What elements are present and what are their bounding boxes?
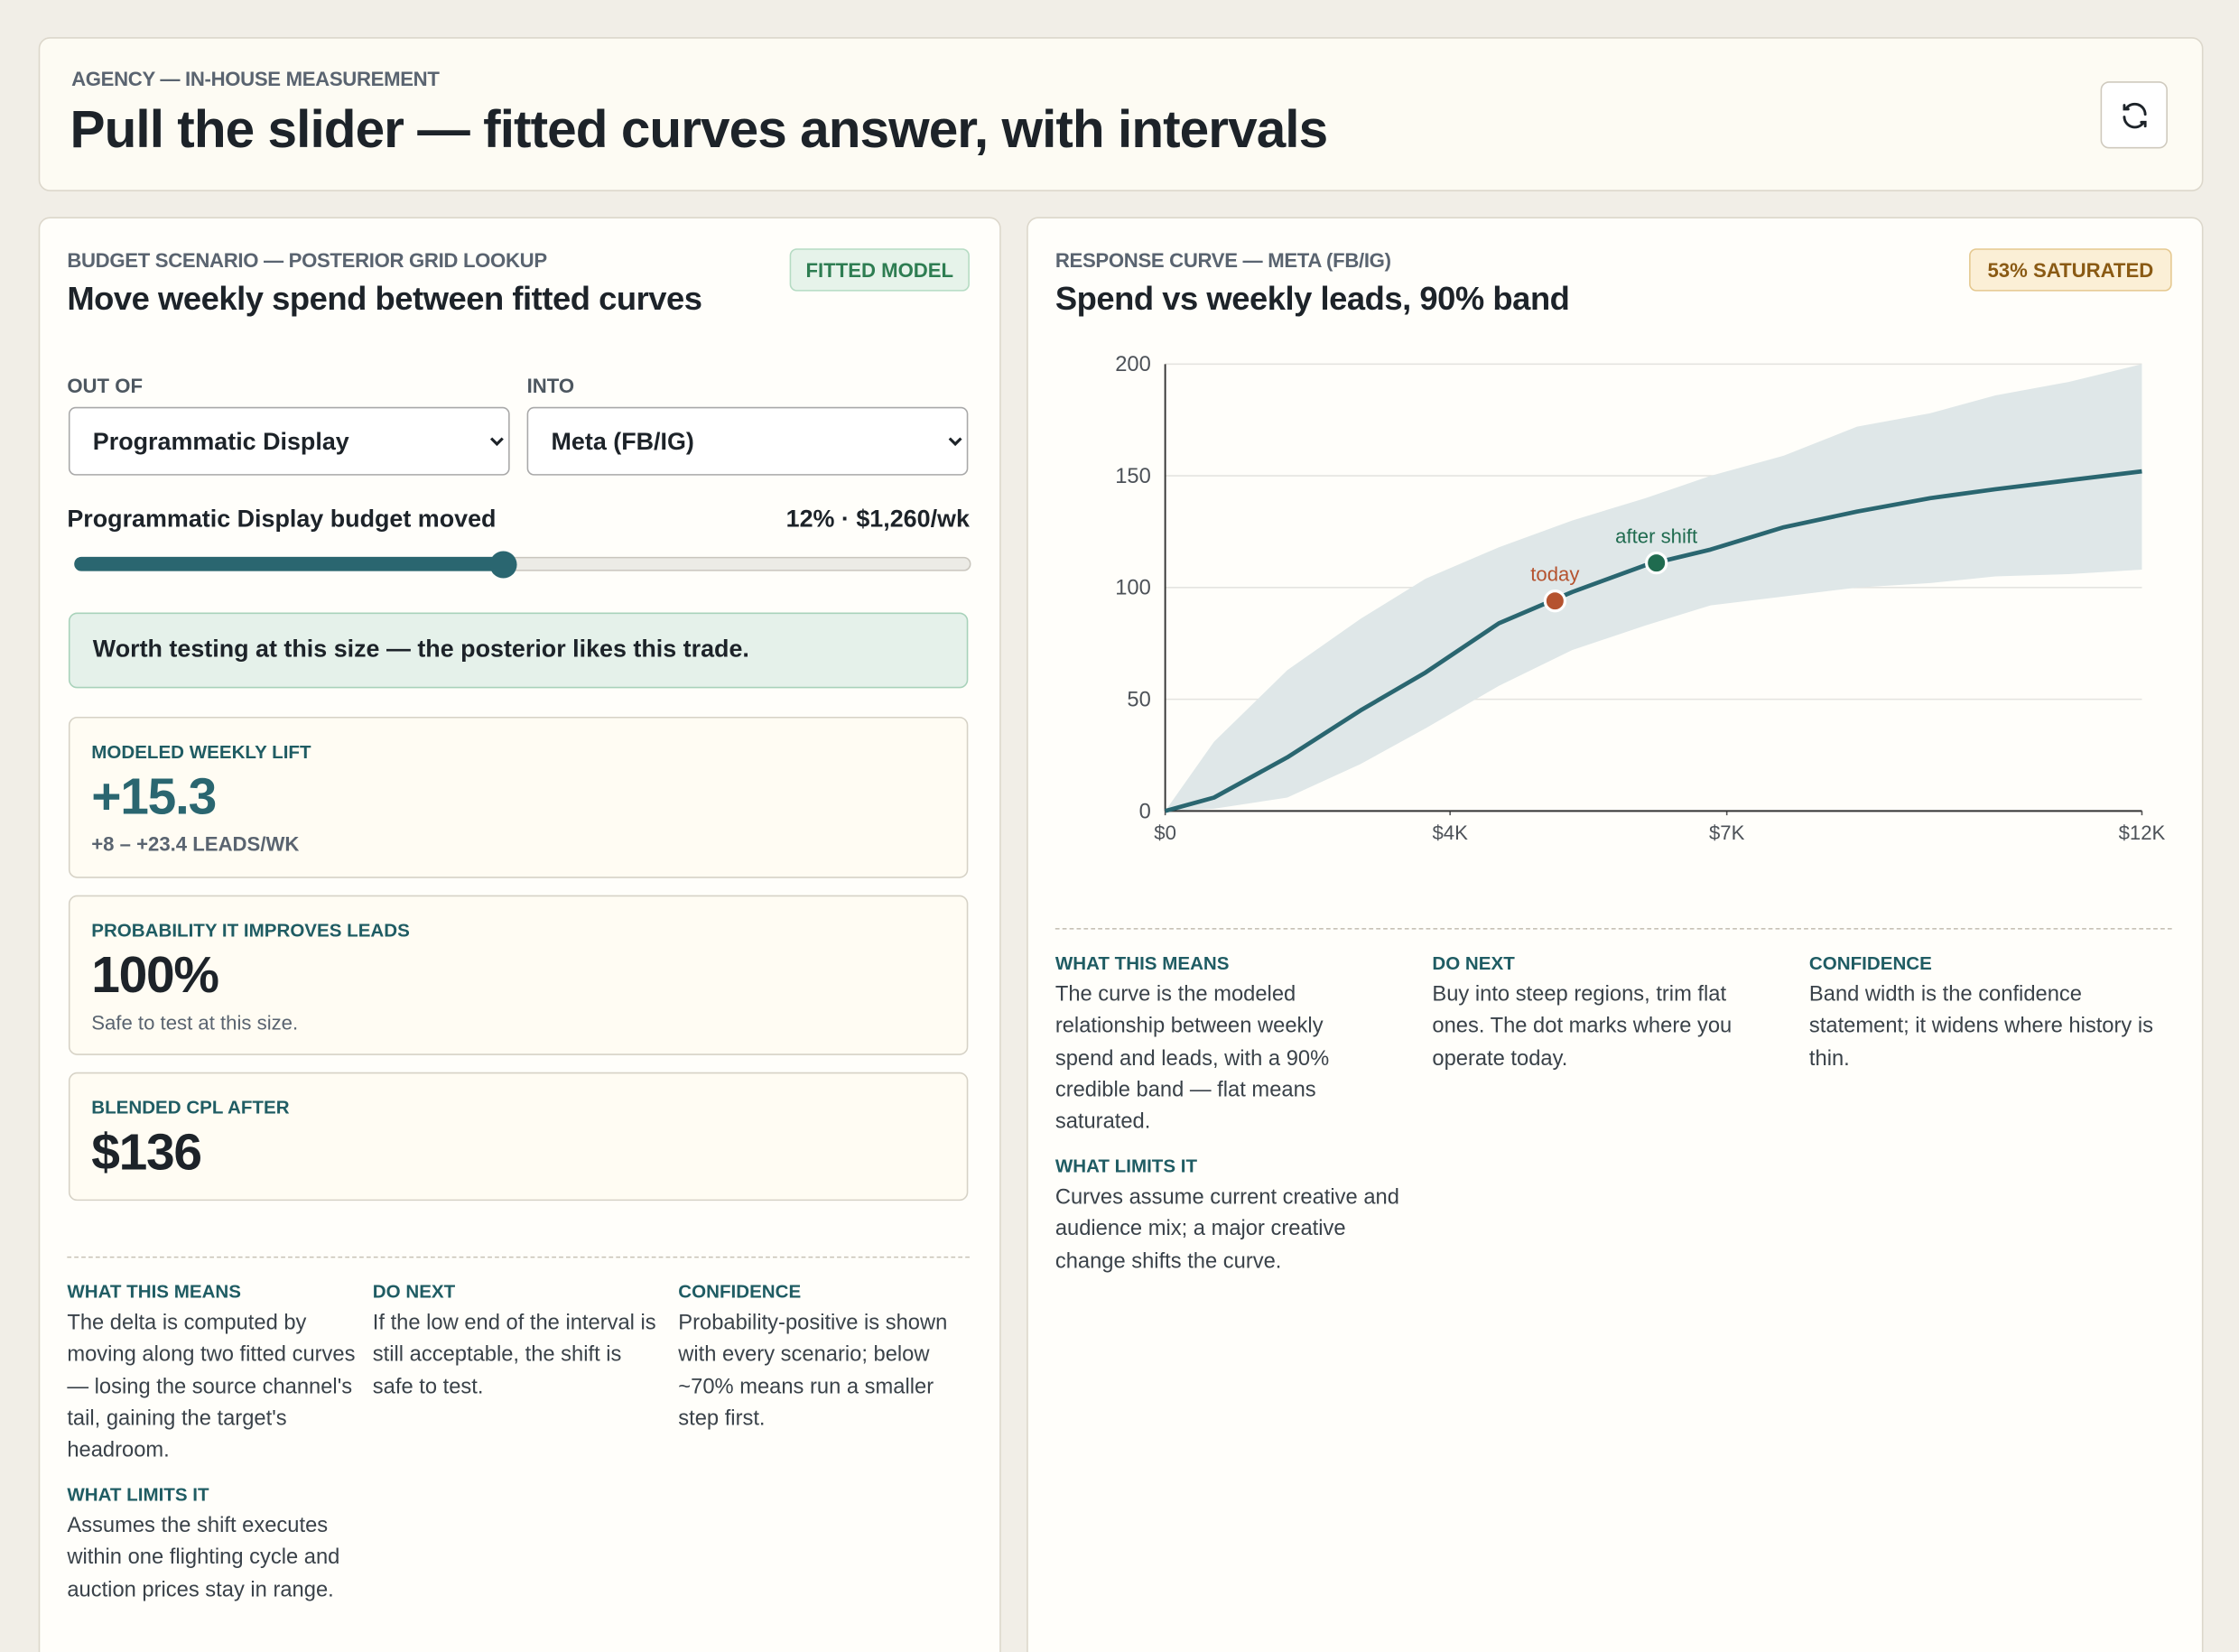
divider [1054,928,2172,930]
page-title: Pull the slider — fitted curves answer, … [70,99,1329,159]
refresh-button[interactable] [2100,81,2168,149]
slider-thumb[interactable] [489,551,517,579]
header-eyebrow: AGENCY — IN-HOUSE MEASUREMENT [71,67,440,90]
x-tick-label: $4K [1432,821,1468,844]
note-heading: DO NEXT [1432,951,1515,974]
metric-note: Safe to test at this size. [91,1010,299,1035]
metric-note: +8 – +23.4 LEADS/WK [91,832,300,856]
metric-card: PROBABILITY IT IMPROVES LEADS 100% Safe … [68,895,969,1055]
metric-value: 100% [91,945,219,1004]
metric-card: MODELED WEEKLY LIFT +15.3 +8 – +23.4 LEA… [68,716,969,878]
metric-value: $136 [91,1122,202,1182]
x-tick-label: $12K [2119,821,2166,844]
slider-value: 12% · $1,260/wk [785,505,970,533]
note-text: The curve is the modeled relationship be… [1054,982,1330,1135]
note-text: The delta is computed by moving along tw… [67,1310,356,1462]
metric-label: BLENDED CPL AFTER [91,1096,290,1118]
note-heading: DO NEXT [372,1280,456,1303]
scenario-eyebrow: BUDGET SCENARIO — POSTERIOR GRID LOOKUP [67,248,547,272]
operating-point [1645,551,1668,575]
out-of-select[interactable]: Programmatic Display [68,406,510,476]
note-heading: WHAT LIMITS IT [1054,1155,1198,1177]
point-label: today [1530,563,1580,586]
note-text: Band width is the confidence statement; … [1808,982,2154,1071]
note-heading: CONFIDENCE [1808,951,1932,974]
x-tick-label: $0 [1154,821,1176,844]
metric-label: PROBABILITY IT IMPROVES LEADS [91,919,410,942]
note-text: If the low end of the interval is still … [372,1310,656,1399]
note-heading: WHAT LIMITS IT [67,1483,209,1506]
divider [67,1256,970,1258]
out-of-label: OUT OF [67,374,143,397]
y-tick-label: 150 [1115,465,1151,488]
metric-card: BLENDED CPL AFTER $136 [68,1072,969,1202]
refresh-icon [2122,102,2146,128]
note-text: Buy into steep regions, trim flat ones. … [1432,982,1733,1071]
note-text: Curves assume current creative and audie… [1054,1184,1399,1274]
operating-point [1543,589,1567,613]
note-text: Assumes the shift executes within one fl… [67,1513,340,1601]
metric-value: +15.3 [91,766,217,826]
metric-label: MODELED WEEKLY LIFT [91,740,311,763]
response-chart: 0 50 100 150 200 $0 $4K $7K $12K today after shift [1115,353,2166,844]
saturation-badge: 53% SATURATED [1969,248,2172,292]
into-label: INTO [526,374,575,397]
y-tick-label: 0 [1139,800,1151,823]
note-heading: WHAT THIS MEANS [1054,951,1230,974]
curve-title: Spend vs weekly leads, 90% band [1054,280,1570,318]
slider-label: Programmatic Display budget moved [67,505,497,533]
credible-band [1165,364,2142,812]
into-select[interactable]: Meta (FB/IG) [526,406,969,476]
y-tick-label: 50 [1127,689,1150,712]
curve-eyebrow: RESPONSE CURVE — META (FB/IG) [1054,248,1391,272]
note-text: Probability-positive is shown with every… [678,1310,948,1431]
x-tick-label: $7K [1709,821,1745,844]
verdict-box [68,612,969,689]
slider-fill [74,556,505,571]
fitted-badge: FITTED MODEL [789,248,970,292]
scenario-title: Move weekly spend between fitted curves [67,280,702,318]
verdict-text: Worth testing at this size — the posteri… [92,635,749,663]
y-tick-label: 100 [1115,577,1151,600]
point-label: after shift [1615,524,1697,547]
header-card [38,37,2204,191]
note-heading: CONFIDENCE [678,1280,802,1303]
y-tick-label: 200 [1115,353,1151,376]
note-heading: WHAT THIS MEANS [67,1280,241,1303]
